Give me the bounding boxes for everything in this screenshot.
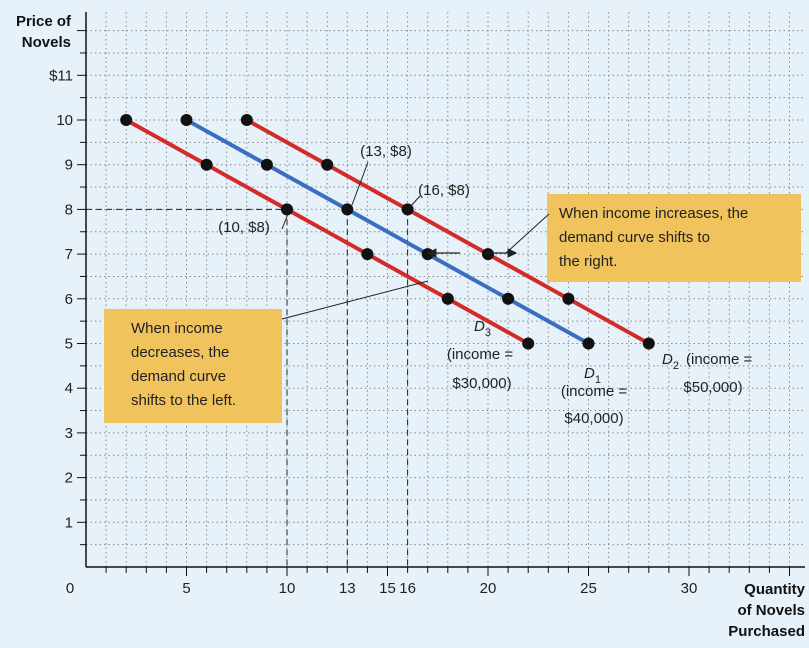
data-point-d2 [642,337,655,350]
income-label-d3: (income = [447,346,514,363]
demand-curve-d3 [124,118,531,346]
y-tick-label: 5 [65,336,73,353]
callout-decrease-text: When income [131,320,223,337]
y-tick-label: 8 [65,201,73,218]
x-tick-label: 16 [399,580,416,597]
data-point-d1 [421,248,434,261]
annotation-leader [351,161,369,206]
callouts: When income increases, the demand curve s… [104,194,801,423]
x-tick-label: 0 [66,580,74,597]
axes: 0 5 10 13 15 16 20 25 30 1 2 3 4 5 6 7 8 9 10 $11 Price of No… [16,12,806,640]
curve-label-d3: D3 [474,318,491,339]
y-tick-label: $11 [49,67,73,84]
data-point-d1 [260,158,273,171]
y-tick-label: 6 [65,291,73,308]
y-tick-label: 7 [65,246,73,263]
y-tick-label: 2 [65,470,73,487]
point-annotation: (16, $8) [418,182,470,199]
curve-label-d2: D2 [662,351,679,372]
data-point-d1 [180,114,193,126]
income-label-d1: $40,000) [564,410,623,427]
demand-curves [120,114,655,350]
data-point-d2 [482,248,494,261]
x-tick-label: 25 [580,580,597,597]
callout-box-decrease [104,309,282,423]
annotation-leader [281,213,289,230]
data-point-d3 [120,114,133,126]
curve-label-d1: D1 [584,365,601,386]
income-label-d1: (income = [561,383,628,400]
data-point-d1 [341,203,354,216]
y-axis-title: Price of [16,13,72,30]
demand-curve-d2 [244,118,651,346]
callout-decrease-text: demand curve [131,368,226,385]
income-label-d2: (income = [686,351,753,368]
gridlines [86,12,805,567]
x-tick-label: 13 [339,580,356,597]
income-label-d3: $30,000) [452,375,511,392]
callout-increase-text: When income increases, the [559,205,748,222]
x-axis-title: Quantity [744,581,805,598]
data-point-d3 [200,158,213,171]
labels: D3(income =$30,000)D1(income =$40,000)D2… [218,143,752,427]
data-point-d1 [582,337,595,350]
guide-lines [86,208,409,567]
y-tick-label: 10 [56,112,73,129]
y-tick-label: 4 [65,380,73,397]
data-point-d2 [321,158,334,171]
callout-leader-increase [505,213,550,254]
data-point-d1 [502,292,515,305]
data-point-d3 [361,248,374,261]
data-point-d2 [240,114,253,126]
point-annotation: (13, $8) [360,143,412,160]
x-axis-title: of Novels [737,602,805,619]
annotation-leader [409,195,421,208]
income-label-d2: $50,000) [683,379,742,396]
data-point-d3 [441,292,454,305]
y-tick-label: 1 [65,514,73,531]
callout-increase-text: the right. [559,253,617,270]
x-tick-label: 15 [379,580,396,597]
x-axis-title: Purchased [728,623,805,640]
y-tick-label: 9 [65,157,73,174]
data-point-d3 [281,203,293,216]
y-axis-title: Novels [22,34,71,51]
data-point-d3 [522,337,535,350]
callout-leader-decrease [281,280,429,320]
x-tick-label: 30 [681,580,698,597]
callout-increase-text: demand curve shifts to [559,229,710,246]
y-tick-label: 3 [65,425,73,442]
demand-curve-d1 [184,118,591,346]
callout-decrease-text: decreases, the [131,344,229,361]
callout-decrease-text: shifts to the left. [131,392,236,409]
x-tick-label: 5 [182,580,190,597]
x-tick-label: 10 [279,580,296,597]
callout-box-increase [547,194,801,282]
data-point-d2 [562,292,575,305]
point-annotation: (10, $8) [218,219,270,236]
x-tick-label: 20 [480,580,497,597]
